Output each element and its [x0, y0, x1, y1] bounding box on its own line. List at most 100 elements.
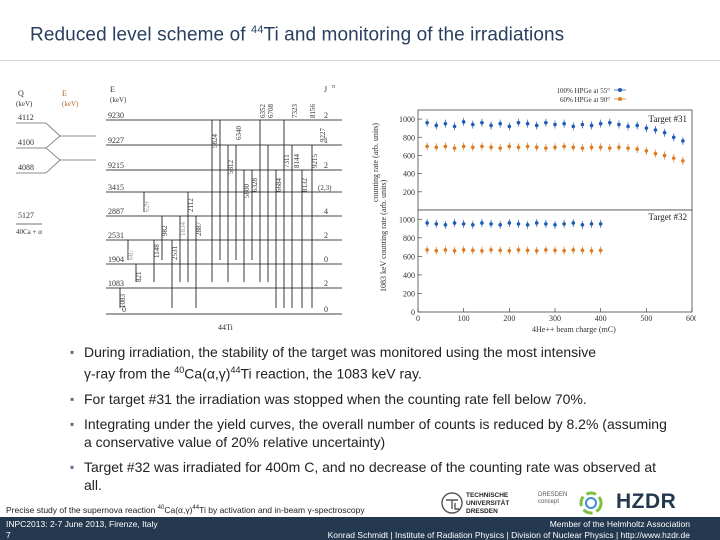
data-point — [534, 145, 539, 150]
entrance-channel: 40Ca + α — [16, 228, 42, 236]
data-point — [662, 153, 667, 158]
header-e2: E — [110, 85, 115, 94]
header-e2-unit: (keV) — [110, 96, 127, 104]
data-point — [425, 221, 429, 225]
data-point — [507, 124, 512, 129]
x-tick-label: 400 — [595, 314, 607, 323]
data-point — [671, 135, 676, 140]
legend-label: 100% HPGe at 55° — [556, 87, 610, 95]
data-point — [589, 249, 594, 253]
transition-label: 5800 — [243, 184, 251, 199]
data-point — [580, 146, 585, 150]
data-point — [498, 248, 503, 253]
data-point — [425, 248, 429, 252]
transition-label: 687 — [127, 249, 135, 260]
data-point — [443, 223, 448, 227]
hzdr-logo: HZDR — [616, 490, 677, 513]
data-point — [516, 248, 521, 252]
data-point — [443, 144, 448, 149]
data-point — [471, 122, 475, 127]
x-tick-label: 200 — [503, 314, 515, 323]
data-point — [480, 221, 484, 225]
y-tick-label: 600 — [403, 252, 415, 261]
data-point — [471, 145, 475, 150]
header-q-unit: (keV) — [16, 100, 33, 108]
transition-label: 9215 — [311, 154, 319, 169]
data-point — [553, 223, 557, 227]
data-point — [571, 248, 576, 252]
data-point — [425, 120, 429, 125]
data-point — [489, 123, 493, 128]
data-point — [434, 145, 439, 150]
level-energy: 0 — [122, 305, 126, 314]
data-point — [516, 222, 521, 226]
target-label-bottom: Target #32 — [649, 212, 687, 222]
y-tick-label: 800 — [403, 234, 415, 243]
data-point — [617, 145, 621, 150]
y-tick-label: 200 — [403, 188, 415, 197]
threshold-energy: 5127 — [18, 211, 34, 220]
level-spin: (2,3) — [318, 184, 332, 192]
nucleus-label: 44Ti — [218, 323, 234, 332]
data-point — [480, 144, 484, 149]
transition-label: 5812 — [227, 160, 235, 175]
x-axis-label: 4He++ beam charge (mC) — [532, 325, 616, 334]
data-point — [525, 121, 530, 126]
data-point — [544, 222, 548, 226]
data-point — [434, 249, 439, 253]
conference-info: INPC2013: 2-7 June 2013, Firenze, Italy — [6, 519, 158, 529]
header-e1: E — [62, 89, 67, 98]
data-point — [525, 144, 530, 149]
monitoring-chart: 1000 800 600 400 200 1000 800 600 400 200 0 0 100 2… — [371, 87, 696, 334]
data-point — [589, 145, 594, 150]
transition-arrows — [119, 120, 313, 308]
data-point — [598, 222, 603, 226]
transition-label: 7311 — [283, 154, 291, 168]
y-tick-label: 200 — [403, 289, 415, 298]
data-point — [544, 146, 548, 150]
transition-label: 6684 — [275, 178, 283, 193]
data-point — [562, 249, 566, 253]
transition-label: 629 — [143, 201, 151, 212]
data-point — [489, 248, 493, 252]
transition-label: 6708 — [267, 104, 275, 119]
level-scheme: Q (keV) E (keV) E (keV) J π 4112 4100 40… — [16, 84, 342, 332]
data-point — [617, 122, 621, 127]
header-pi: π — [332, 84, 335, 90]
bullet-list: ▪ During irradiation, the stability of t… — [70, 343, 670, 501]
data-point — [516, 145, 521, 150]
dresden-concept-icon — [579, 491, 603, 515]
x-tick-label: 500 — [640, 314, 652, 323]
q-value: 4112 — [18, 113, 34, 122]
header-e1-unit: (keV) — [62, 100, 79, 108]
page-number: 7 — [6, 530, 11, 540]
data-point — [553, 122, 557, 127]
data-point — [498, 223, 503, 227]
data-point — [681, 139, 685, 143]
level-spin: 4 — [324, 207, 328, 216]
data-point — [452, 124, 457, 129]
transition-label: 7323 — [291, 104, 299, 119]
y-tick-label: 600 — [403, 151, 415, 160]
data-point — [562, 144, 566, 149]
data-point — [507, 144, 512, 149]
y-tick-label: 800 — [403, 133, 415, 142]
y-axis-label-top: counting rate (arb. units) — [371, 123, 380, 202]
data-point — [507, 249, 512, 253]
bullet-marker-icon: ▪ — [70, 459, 75, 474]
title-divider — [0, 60, 720, 61]
data-point — [671, 156, 676, 160]
transition-label: 6340 — [235, 126, 243, 141]
q-value: 4100 — [18, 138, 34, 147]
data-point — [461, 120, 466, 124]
data-point — [553, 248, 557, 253]
level-spin: 2 — [324, 161, 328, 170]
data-point — [443, 248, 448, 252]
level-spin: 2 — [324, 111, 328, 120]
level-energy: 1083 — [108, 279, 124, 288]
transition-label: 8156 — [309, 104, 317, 119]
data-point — [598, 248, 603, 253]
data-point — [544, 120, 548, 125]
x-tick-label: 0 — [416, 314, 420, 323]
data-point — [608, 146, 612, 150]
